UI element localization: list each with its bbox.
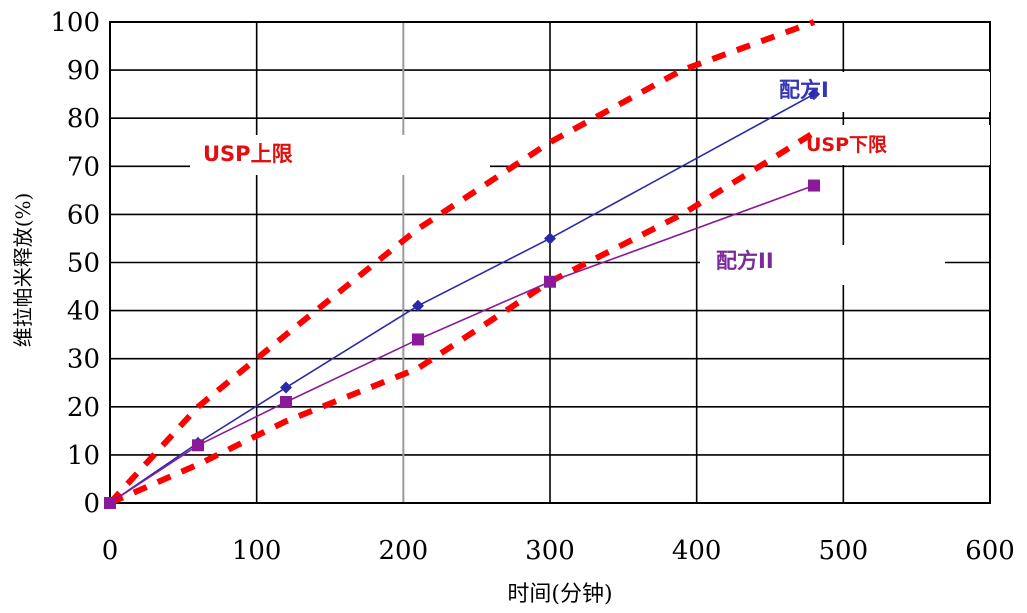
y-tick-label: 50 bbox=[67, 249, 100, 279]
y-tick-label: 20 bbox=[67, 393, 100, 423]
y-tick-label: 70 bbox=[67, 152, 100, 182]
y-tick-label: 0 bbox=[83, 489, 100, 519]
annotation-formula-1: 配方I bbox=[779, 78, 829, 102]
data-point bbox=[192, 439, 204, 452]
series bbox=[104, 19, 820, 509]
data-point bbox=[280, 381, 292, 394]
series-1 bbox=[107, 19, 816, 506]
x-tick-label: 600 bbox=[965, 536, 1015, 566]
data-point bbox=[808, 179, 820, 192]
annotation-background bbox=[770, 72, 990, 112]
series-4 bbox=[104, 179, 820, 509]
annotation-backgrounds bbox=[190, 72, 990, 285]
data-point bbox=[104, 497, 116, 509]
data-point bbox=[544, 232, 556, 245]
grid bbox=[109, 21, 991, 504]
y-tick-label: 100 bbox=[50, 8, 100, 38]
x-tick-label: 500 bbox=[819, 536, 869, 566]
data-point bbox=[544, 275, 556, 288]
series-line bbox=[108, 130, 816, 506]
y-tick-label: 40 bbox=[67, 297, 100, 327]
plot-frame bbox=[109, 21, 991, 504]
tick-labels: 0 10 20 30 40 50 60 70 80 90 100 0 100 200 300 400 500 60… bbox=[50, 8, 1014, 566]
x-tick-label: 200 bbox=[379, 536, 429, 566]
y-axis-label: 维拉帕米释放(%) bbox=[11, 193, 35, 348]
annotation-usp-upper: USP上限 bbox=[203, 142, 293, 166]
series-2 bbox=[108, 130, 816, 506]
data-point bbox=[412, 299, 424, 312]
x-tick-label: 0 bbox=[102, 536, 119, 566]
annotation-background bbox=[700, 245, 945, 285]
annotation-background bbox=[800, 125, 990, 165]
data-point bbox=[280, 395, 292, 408]
series-line bbox=[109, 184, 815, 504]
y-tick-label: 60 bbox=[67, 200, 100, 230]
x-tick-label: 100 bbox=[232, 536, 282, 566]
y-tick-label: 30 bbox=[67, 345, 100, 375]
annotation-formula-2: 配方II bbox=[716, 249, 774, 273]
annotation-background bbox=[190, 135, 490, 175]
x-axis-label: 时间(分钟) bbox=[507, 582, 612, 607]
annotation-usp-lower: USP下限 bbox=[806, 134, 887, 156]
x-tick-label: 400 bbox=[672, 536, 722, 566]
x-tick-label: 300 bbox=[525, 536, 575, 566]
y-tick-label: 80 bbox=[67, 104, 100, 134]
y-tick-label: 90 bbox=[67, 56, 100, 86]
series-line bbox=[109, 93, 815, 504]
data-point bbox=[808, 88, 820, 101]
y-tick-label: 10 bbox=[67, 441, 100, 471]
data-point bbox=[412, 333, 424, 346]
series-line bbox=[107, 19, 816, 506]
